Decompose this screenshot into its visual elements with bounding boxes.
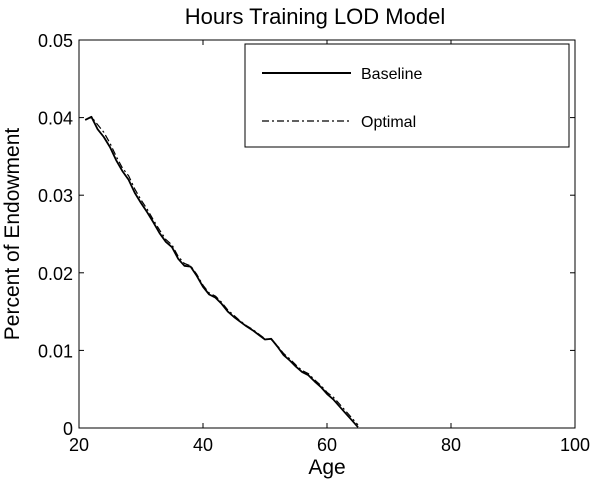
y-axis-label: Percent of Endowment: [1, 128, 24, 341]
legend-label-optimal: Optimal: [361, 114, 416, 131]
y-tick-label: 0.04: [38, 109, 73, 129]
x-tick-label: 40: [193, 435, 213, 455]
chart-title: Hours Training LOD Model: [185, 4, 445, 29]
legend-box: [244, 43, 570, 148]
x-tick-label: 80: [441, 435, 461, 455]
series-line-optimal: [84, 116, 359, 426]
y-tick-label: 0.05: [38, 31, 73, 51]
series-layer: [84, 115, 359, 428]
legend: Baseline Optimal: [244, 43, 570, 148]
series-line-baseline: [84, 115, 359, 428]
x-tick-label: 60: [317, 435, 337, 455]
y-tick-label: 0.03: [38, 186, 73, 206]
x-axis-label: Age: [308, 456, 345, 479]
x-axis: 20 40 60 80 100: [69, 40, 590, 455]
x-tick-label: 20: [69, 435, 89, 455]
y-tick-label: 0.02: [38, 264, 73, 284]
y-tick-label: 0.01: [38, 341, 73, 361]
y-tick-label: 0: [63, 419, 73, 439]
x-tick-label: 100: [560, 435, 590, 455]
legend-label-baseline: Baseline: [361, 66, 422, 83]
y-axis: 0 0.01 0.02 0.03 0.04 0.05: [38, 31, 575, 439]
